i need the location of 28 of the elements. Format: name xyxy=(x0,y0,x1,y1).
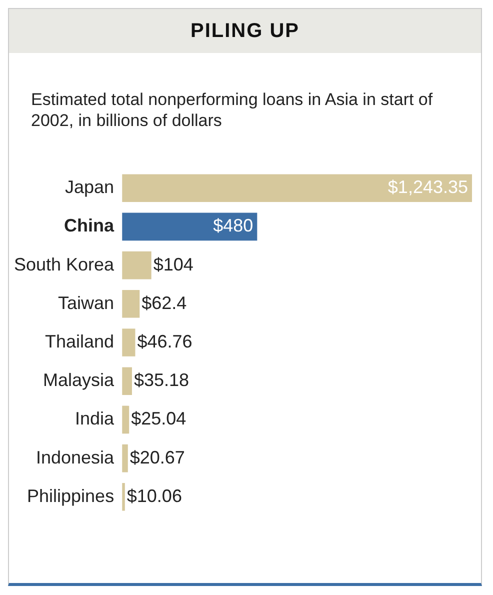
data-label: $480 xyxy=(213,216,254,236)
chart-title: PILING UP xyxy=(9,9,481,53)
bar xyxy=(122,406,130,434)
y-tick-label: China xyxy=(64,216,116,236)
data-label: $20.67 xyxy=(130,447,185,468)
y-tick-label: Indonesia xyxy=(36,447,116,468)
data-label: $62.4 xyxy=(142,292,187,313)
bar xyxy=(122,174,472,202)
data-label: $46.76 xyxy=(137,331,192,352)
y-tick-label: Thailand xyxy=(45,331,114,352)
y-tick-label: India xyxy=(75,408,116,429)
bar xyxy=(122,290,140,318)
y-tick-label: Malaysia xyxy=(43,370,116,390)
data-label: $25.04 xyxy=(131,408,186,429)
bar xyxy=(122,328,136,356)
y-tick-label: Japan xyxy=(65,177,114,198)
data-label: $35.18 xyxy=(134,370,190,390)
chart-subtitle: Estimated total nonperforming loans in Asia in start of 2002, in billions of dollars xyxy=(31,89,434,131)
data-label: $10.06 xyxy=(126,486,182,506)
data-label: $104 xyxy=(153,254,194,274)
data-label: $1,243.35 xyxy=(388,177,468,198)
bar xyxy=(122,251,152,280)
bar xyxy=(122,444,128,472)
bar xyxy=(122,367,132,395)
y-tick-label: South Korea xyxy=(14,254,116,274)
y-tick-label: Taiwan xyxy=(58,292,114,313)
bar xyxy=(122,212,258,241)
y-tick-label: Philippines xyxy=(27,486,114,506)
